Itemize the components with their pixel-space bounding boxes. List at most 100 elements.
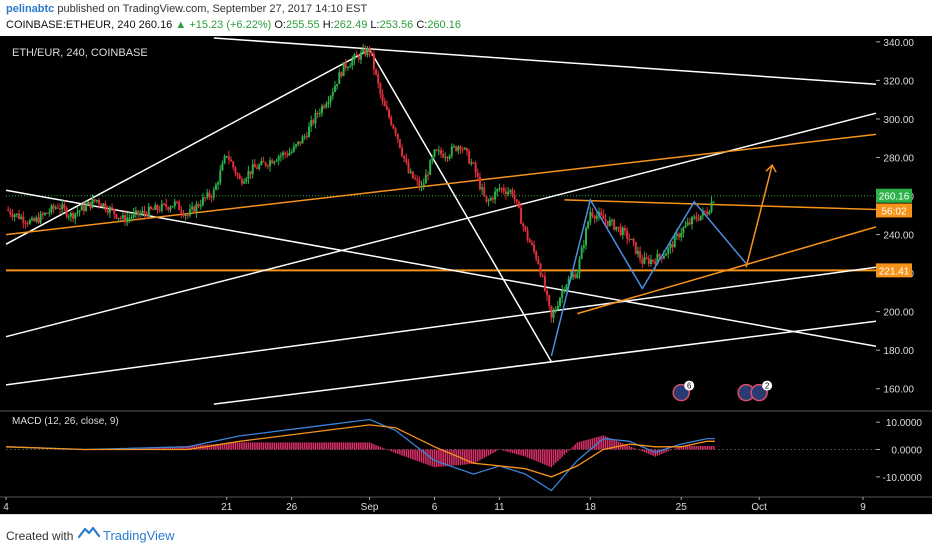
candle-body bbox=[383, 101, 386, 107]
author-link[interactable]: pelinabtc bbox=[6, 3, 55, 15]
candle-body bbox=[608, 220, 611, 226]
candle-body bbox=[457, 146, 460, 151]
candle-body bbox=[28, 220, 31, 224]
candle-body bbox=[682, 227, 685, 233]
high-label: H: bbox=[322, 19, 334, 31]
candle-body bbox=[357, 55, 360, 60]
candle-body bbox=[61, 204, 64, 210]
candle-body bbox=[411, 171, 414, 179]
candle-body bbox=[303, 136, 306, 138]
candle-body bbox=[658, 254, 661, 257]
candle-body bbox=[567, 278, 570, 285]
candle-body bbox=[463, 148, 466, 150]
candle-body bbox=[706, 211, 709, 215]
candle-body bbox=[455, 146, 458, 151]
candle-body bbox=[429, 160, 432, 175]
candle-body bbox=[180, 210, 183, 214]
candle-body bbox=[652, 259, 655, 262]
candle-body bbox=[602, 214, 605, 220]
candle-body bbox=[504, 191, 507, 195]
candle-body bbox=[320, 105, 323, 114]
candle-body bbox=[35, 217, 38, 222]
high-value: 262.49 bbox=[333, 19, 368, 31]
candle-body bbox=[295, 144, 297, 147]
candle-body bbox=[498, 188, 501, 190]
candle-body bbox=[368, 47, 371, 52]
low-label: L: bbox=[370, 19, 380, 31]
projection-arrowhead bbox=[765, 163, 777, 173]
candle-body bbox=[684, 225, 687, 228]
candle-body bbox=[465, 148, 468, 151]
candle-body bbox=[678, 233, 681, 238]
chart-area[interactable]: 160.00180.00200.00220.00240.00260.00280.… bbox=[0, 36, 932, 514]
candle-body bbox=[634, 241, 637, 254]
candle-body bbox=[139, 213, 142, 216]
candle-body bbox=[210, 196, 213, 198]
candle-body bbox=[76, 211, 79, 214]
candle-body bbox=[22, 216, 25, 223]
candle-body bbox=[654, 261, 657, 265]
candle-body bbox=[712, 201, 715, 203]
candle-body bbox=[349, 66, 352, 68]
candle-body bbox=[379, 83, 382, 94]
tradingview-logo-icon[interactable] bbox=[78, 525, 100, 539]
candle-body bbox=[476, 173, 479, 177]
candle-body bbox=[435, 149, 438, 151]
candle-body bbox=[165, 203, 168, 208]
candle-body bbox=[649, 259, 652, 264]
harmonic-pattern bbox=[550, 197, 747, 357]
tradingview-brand[interactable]: TradingView bbox=[103, 528, 175, 543]
candle-body bbox=[197, 204, 200, 207]
candle-body bbox=[178, 201, 181, 211]
candle-body bbox=[522, 223, 525, 227]
candle-body bbox=[102, 203, 105, 207]
candle-body bbox=[204, 197, 207, 199]
candle-body bbox=[282, 152, 285, 156]
created-with-text: Created with bbox=[6, 529, 74, 543]
candle-body bbox=[359, 52, 362, 60]
candle-body bbox=[195, 204, 198, 213]
candle-body bbox=[561, 290, 564, 298]
candle-body bbox=[256, 167, 259, 169]
candle-body bbox=[297, 141, 300, 145]
chart-svg[interactable]: 160.00180.00200.00220.00240.00260.00280.… bbox=[0, 36, 932, 514]
candle-body bbox=[20, 216, 23, 219]
price-label-bg bbox=[876, 203, 912, 218]
candle-body bbox=[675, 233, 678, 236]
candle-body bbox=[565, 284, 568, 290]
candle-body bbox=[219, 170, 222, 183]
candle-body bbox=[54, 207, 57, 209]
candle-body bbox=[17, 213, 20, 219]
candle-body bbox=[184, 214, 187, 216]
candle-body bbox=[667, 248, 670, 254]
candle-body bbox=[258, 164, 261, 169]
candle-body bbox=[478, 176, 481, 190]
candle-body bbox=[520, 207, 523, 224]
candle-body bbox=[589, 212, 592, 222]
y-tick-label: 160.00 bbox=[883, 385, 914, 396]
candle-body bbox=[169, 207, 172, 210]
candle-body bbox=[93, 199, 96, 202]
candle-body bbox=[414, 178, 417, 180]
candle-body bbox=[199, 205, 202, 207]
trendline-orange bbox=[564, 199, 877, 211]
candle-body bbox=[340, 72, 343, 77]
y-tick-label: 340.00 bbox=[883, 38, 914, 49]
candle-body bbox=[628, 238, 631, 240]
candle-body bbox=[398, 139, 401, 148]
candle-body bbox=[541, 275, 544, 277]
candle-body bbox=[87, 201, 90, 205]
candle-body bbox=[201, 197, 204, 206]
event-count: 6 bbox=[687, 382, 692, 391]
candle-body bbox=[530, 242, 533, 245]
candle-body bbox=[647, 258, 650, 264]
candle-body bbox=[100, 204, 103, 207]
candle-body bbox=[50, 205, 53, 213]
candle-body bbox=[606, 220, 609, 226]
price-label-bg bbox=[876, 263, 912, 278]
candle-body bbox=[639, 251, 642, 260]
candle-body bbox=[11, 214, 14, 217]
candle-body bbox=[124, 215, 127, 223]
candle-body bbox=[137, 210, 140, 216]
candle-body bbox=[98, 199, 101, 205]
